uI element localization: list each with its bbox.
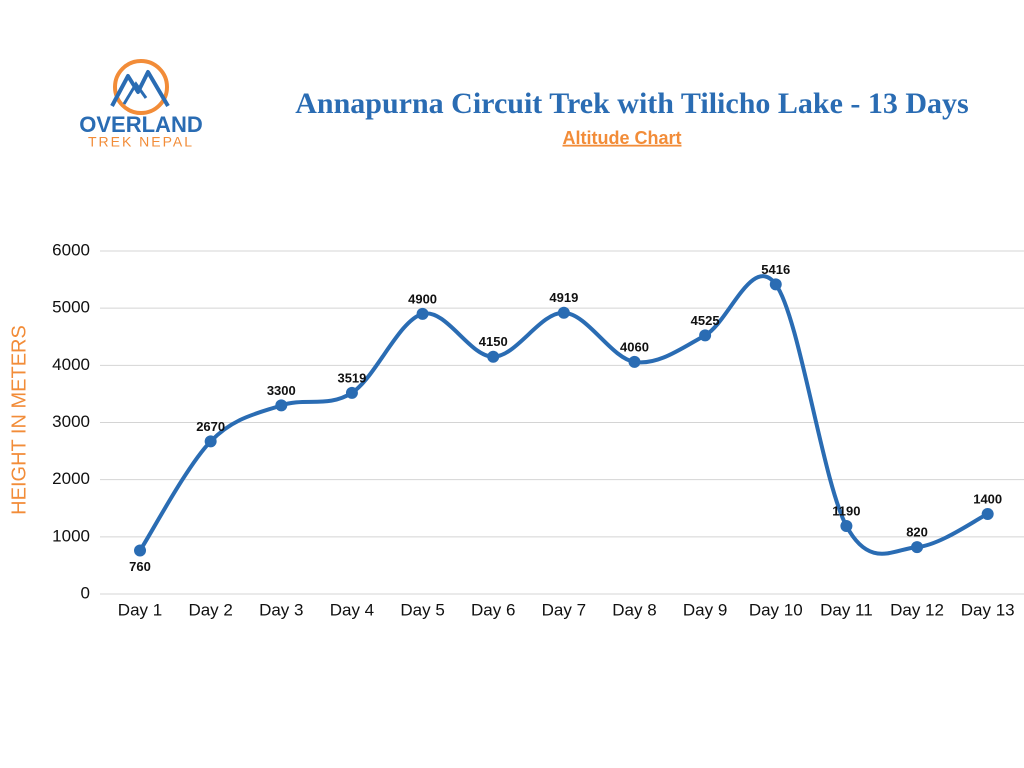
value-label: 2670 bbox=[196, 419, 225, 434]
x-tick-label: Day 13 bbox=[961, 600, 1015, 619]
x-tick-label: Day 1 bbox=[118, 600, 162, 619]
value-label: 4919 bbox=[549, 290, 578, 305]
x-tick-label: Day 11 bbox=[820, 600, 873, 619]
value-label: 820 bbox=[906, 525, 928, 540]
x-tick-label: Day 4 bbox=[330, 600, 374, 619]
x-tick-label: Day 2 bbox=[188, 600, 232, 619]
y-tick-label: 3000 bbox=[52, 412, 90, 431]
logo-tagline: TREK NEPAL bbox=[88, 134, 194, 150]
x-tick-label: Day 6 bbox=[471, 600, 515, 619]
value-label: 4525 bbox=[691, 313, 720, 328]
point bbox=[769, 278, 782, 291]
x-tick-label: Day 7 bbox=[542, 600, 586, 619]
value-label: 1400 bbox=[973, 491, 1002, 506]
point bbox=[911, 541, 924, 554]
point bbox=[840, 519, 853, 532]
x-tick-label: Day 10 bbox=[749, 600, 803, 619]
x-tick-label: Day 5 bbox=[400, 600, 444, 619]
point bbox=[487, 350, 500, 363]
value-label: 4150 bbox=[479, 334, 508, 349]
x-tick-label: Day 3 bbox=[259, 600, 303, 619]
value-label: 3300 bbox=[267, 383, 296, 398]
point bbox=[557, 306, 570, 319]
x-tick-label: Day 12 bbox=[890, 600, 944, 619]
chart-title: Annapurna Circuit Trek with Tilicho Lake… bbox=[295, 87, 968, 120]
chart-subtitle: Altitude Chart bbox=[563, 128, 682, 148]
value-label: 3519 bbox=[337, 370, 366, 385]
value-label: 760 bbox=[129, 559, 151, 574]
y-axis-label: HEIGHT IN METERS bbox=[8, 325, 30, 515]
y-tick-label: 2000 bbox=[52, 469, 90, 488]
value-label: 5416 bbox=[761, 262, 790, 277]
y-tick-label: 4000 bbox=[52, 355, 90, 374]
logo-ring bbox=[113, 59, 169, 115]
y-tick-label: 5000 bbox=[52, 298, 90, 317]
logo-name: OVERLAND bbox=[79, 112, 202, 137]
point bbox=[416, 307, 429, 320]
point bbox=[628, 355, 641, 368]
point bbox=[204, 435, 217, 448]
y-tick-label: 6000 bbox=[52, 240, 90, 259]
x-tick-label: Day 9 bbox=[683, 600, 727, 619]
y-tick-label: 1000 bbox=[52, 526, 90, 545]
point bbox=[345, 386, 358, 399]
value-label: 4900 bbox=[408, 291, 437, 306]
value-label: 1190 bbox=[832, 503, 860, 518]
point bbox=[134, 544, 147, 557]
point bbox=[699, 329, 712, 342]
y-tick-label: 0 bbox=[81, 583, 90, 602]
logo: OVERLAND TREK NEPAL bbox=[79, 59, 203, 150]
point bbox=[981, 507, 994, 520]
logo-mountain bbox=[110, 70, 170, 108]
logo-mountain-inner bbox=[122, 81, 148, 105]
value-label: 4060 bbox=[620, 339, 649, 354]
point bbox=[275, 399, 288, 412]
x-tick-label: Day 8 bbox=[612, 600, 656, 619]
